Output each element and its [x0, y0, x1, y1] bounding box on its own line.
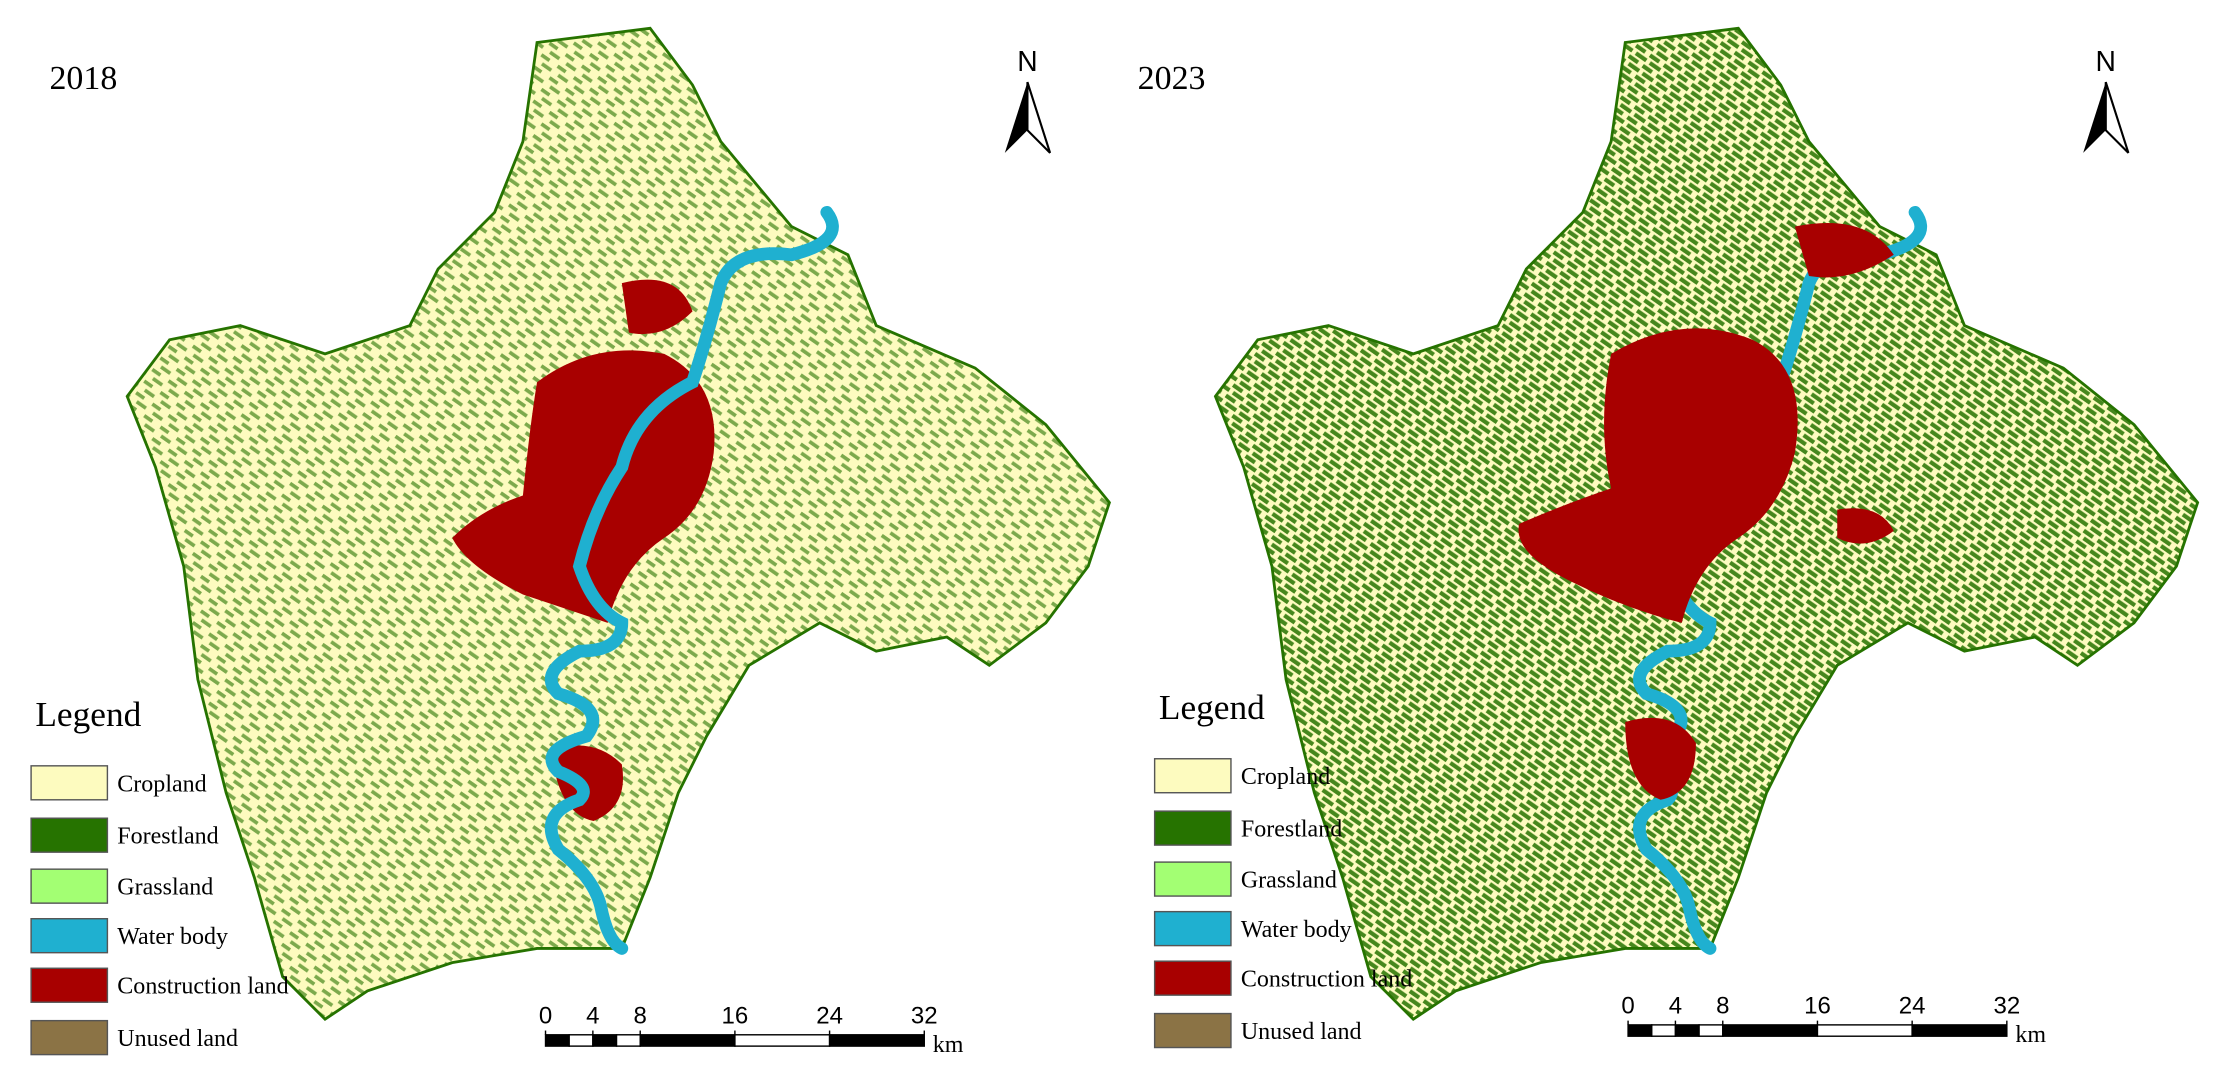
scale-segment: [1698, 1024, 1724, 1037]
scale-label: 16: [1804, 993, 1831, 1020]
scale-segment: [615, 1034, 641, 1047]
construction-area: [1794, 222, 1894, 278]
scale-segment: [568, 1034, 594, 1047]
scale-segment: [1722, 1024, 1819, 1037]
scale-segment: [544, 1034, 570, 1047]
legend-swatch: [30, 817, 109, 853]
legend-label: Cropland: [117, 771, 206, 797]
river: [544, 205, 839, 955]
legend-label: Forestland: [1241, 817, 1342, 843]
north-arrow: [2083, 82, 2106, 153]
legend-label: Water body: [1241, 917, 1352, 943]
north-arrow: [2104, 81, 2130, 154]
scale-label: 4: [586, 1002, 599, 1029]
construction-area: [621, 279, 693, 335]
map-panel: 2018 N Legend Cropland Forestland Grassland Wa…: [30, 26, 1112, 1058]
scale-unit: km: [2015, 1022, 2046, 1048]
legend-label: Water body: [117, 924, 228, 950]
legend-label: Unused land: [1241, 1019, 1362, 1045]
scale-label: 32: [911, 1002, 938, 1029]
scale-unit: km: [933, 1032, 964, 1058]
legend-label: Forestland: [117, 824, 218, 850]
north-label: N: [2096, 45, 2116, 77]
scale-label: 8: [634, 1002, 647, 1029]
scale-segment: [639, 1034, 736, 1047]
legend-label: Grassland: [117, 875, 213, 901]
legend-swatch: [30, 1019, 109, 1056]
scale-segment: [592, 1034, 618, 1047]
scale-label: 32: [1993, 993, 2020, 1020]
legend-label: Grassland: [1241, 868, 1337, 894]
scale-label: 8: [1716, 993, 1729, 1020]
legend-swatch: [1153, 861, 1232, 897]
north-label: N: [1017, 45, 1037, 77]
scale-segment: [734, 1034, 831, 1047]
legend-swatch: [1153, 960, 1232, 996]
north-arrow: [1026, 81, 1052, 154]
legend-swatch: [30, 918, 109, 954]
legend-label: Cropland: [1241, 764, 1330, 790]
legend-swatch: [1153, 758, 1232, 794]
legend-label: Unused land: [117, 1026, 238, 1052]
construction-area: [1837, 508, 1894, 544]
scale-label: 24: [816, 1002, 843, 1029]
construction-area: [1625, 717, 1696, 800]
scale-segment: [1816, 1024, 1913, 1037]
construction-area: [1518, 328, 1798, 623]
legend-title: Legend: [35, 694, 141, 734]
scale-segment: [828, 1034, 925, 1047]
scale-label: 4: [1669, 993, 1682, 1020]
year-label: 2023: [1138, 60, 1206, 97]
legend-label: Construction land: [1241, 967, 1412, 993]
scale-segment: [1911, 1024, 2008, 1037]
legend-swatch: [1153, 810, 1232, 846]
legend-swatch: [30, 967, 109, 1003]
legend-swatch: [1153, 1012, 1232, 1049]
legend-swatch: [30, 868, 109, 904]
scale-segment: [1627, 1024, 1653, 1037]
legend-label: Construction land: [117, 974, 288, 1000]
legend-swatch: [30, 765, 109, 801]
scale-segment: [1651, 1024, 1677, 1037]
north-arrow: [1004, 82, 1028, 153]
scale-segment: [1674, 1024, 1700, 1037]
scale-label: 24: [1899, 993, 1926, 1020]
scale-label: 16: [722, 1002, 749, 1029]
scale-label: 0: [1621, 993, 1634, 1020]
river: [1633, 205, 1927, 955]
scale-label: 0: [539, 1002, 552, 1029]
legend-title: Legend: [1159, 687, 1265, 727]
year-label: 2018: [49, 60, 117, 97]
legend-swatch: [1153, 910, 1232, 947]
